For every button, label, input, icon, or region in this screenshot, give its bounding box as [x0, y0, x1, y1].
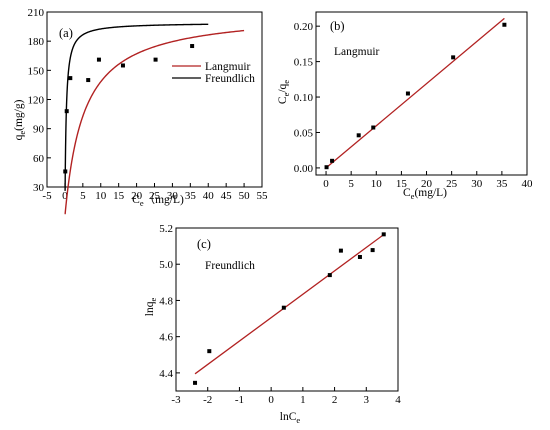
y-tick-label: 4.8: [159, 295, 173, 307]
y-tick-label: 120: [28, 95, 45, 107]
panel-c-frame: [175, 227, 399, 392]
x-tick-label: 0: [268, 394, 274, 406]
x-tick-label: 35: [185, 190, 197, 202]
panel-c-label: (c): [197, 237, 211, 251]
panel-b-ylabel: Ce/qe: [277, 80, 291, 104]
y-tick-label: 0.05: [294, 127, 314, 139]
data-point: [356, 133, 361, 138]
y-tick-label: 4.4: [159, 368, 173, 380]
x-tick-label: 4: [395, 394, 401, 406]
y-tick-label: 30: [33, 182, 45, 194]
data-point: [153, 57, 158, 62]
data-point: [190, 44, 195, 49]
y-tick-label: 5.0: [159, 259, 173, 271]
x-tick-label: -5: [42, 190, 52, 202]
data-point: [193, 380, 198, 385]
x-tick-label: 15: [396, 178, 408, 190]
data-point: [324, 165, 329, 170]
x-tick-label: 0: [62, 190, 68, 202]
x-tick-label: -2: [203, 394, 212, 406]
x-tick-label: 50: [239, 190, 251, 202]
y-tick-label: 90: [33, 124, 45, 136]
data-point: [502, 22, 507, 27]
panel-a-xlabel: Ce（mg/L): [132, 193, 184, 208]
panel-b-plot: 0 5 10 15 20 25 30 35 40 0.00 0.05 0.10 0.15 0.20: [294, 11, 534, 190]
data-point: [371, 125, 376, 130]
y-tick-label: 5.2: [159, 223, 173, 235]
panel-b-label: (b): [330, 19, 345, 33]
x-tick-label: -1: [235, 394, 244, 406]
panel-c-plot: -3 -2 -1 0 1 2 3 4 4.4 4.6 4.8 5.0 5.2: [159, 223, 401, 406]
y-tick-label: 0.10: [294, 92, 314, 104]
panel-a: (a) qe(mg/g) Ce（mg/L) Langmuir Freundlic…: [13, 26, 255, 208]
panel-c-annotation: Freundlich: [205, 260, 255, 272]
fit-line: [325, 17, 505, 169]
x-tick-label: 35: [496, 178, 508, 190]
data-point: [207, 349, 212, 354]
x-tick-label: 40: [203, 190, 215, 202]
x-tick-label: 20: [421, 178, 433, 190]
x-tick-label: 10: [371, 178, 383, 190]
x-tick-label: 3: [364, 394, 370, 406]
data-point: [86, 78, 91, 83]
x-tick-label: 30: [167, 190, 179, 202]
panel-a-legend: Langmuir Freundlich: [172, 61, 255, 85]
y-tick-label: 4.6: [159, 332, 173, 344]
panel-a-ylabel: qe(mg/g): [13, 99, 27, 140]
legend-label-freundlich: Freundlich: [205, 73, 255, 85]
x-tick-label: -3: [171, 394, 181, 406]
data-point: [357, 254, 362, 259]
x-tick-label: 5: [80, 190, 86, 202]
y-tick-label: 210: [28, 7, 45, 19]
data-point: [96, 57, 101, 62]
panel-a-plot: -5 0 5 10 15 20 25 30 35 40 45 50 55 30 60 90 120 150 180 2…: [28, 7, 269, 215]
x-tick-label: 45: [221, 190, 233, 202]
data-point: [120, 63, 125, 68]
x-tick-label: 20: [131, 190, 143, 202]
x-tick-label: 30: [471, 178, 483, 190]
panel-b-xlabel: Ce(mg/L): [403, 187, 447, 201]
y-tick-label: 0.15: [294, 57, 314, 69]
x-tick-label: 15: [113, 190, 125, 202]
data-point: [405, 91, 410, 96]
data-point: [370, 248, 375, 253]
data-point: [281, 305, 286, 310]
x-tick-label: 1: [300, 394, 306, 406]
panel-c: (c) Freundlich lnqe lnCe: [144, 237, 300, 425]
panel-b-annotation: Langmuir: [334, 46, 380, 58]
x-tick-label: 55: [257, 190, 269, 202]
data-point: [63, 169, 68, 174]
y-tick-label: 0.00: [294, 163, 314, 175]
x-tick-label: 5: [348, 178, 354, 190]
y-tick-label: 0.20: [294, 21, 314, 33]
y-tick-label: 150: [28, 65, 45, 77]
data-point: [451, 55, 456, 60]
x-tick-label: 10: [95, 190, 107, 202]
panel-c-xlabel: lnCe: [280, 411, 301, 425]
data-point: [330, 158, 335, 163]
y-tick-label: 60: [33, 153, 45, 165]
data-point: [338, 248, 343, 253]
panel-a-label: (a): [59, 26, 73, 40]
fit-curve-freundlich: [64, 23, 209, 191]
panel-b-frame: [315, 11, 528, 176]
y-tick-label: 180: [28, 36, 45, 48]
panel-b: (b) Langmuir Ce/qe Ce(mg/L): [277, 19, 447, 201]
data-point: [327, 273, 332, 278]
fit-curve-langmuir: [64, 29, 245, 215]
x-tick-label: 40: [522, 178, 534, 190]
x-tick-label: 25: [446, 178, 458, 190]
x-tick-label: 0: [323, 178, 329, 190]
data-point: [381, 232, 386, 237]
legend-label-langmuir: Langmuir: [205, 61, 251, 73]
data-point: [68, 76, 73, 81]
x-tick-label: 25: [149, 190, 161, 202]
x-tick-label: 2: [332, 394, 338, 406]
data-point: [64, 109, 69, 114]
fit-line: [194, 232, 386, 375]
panel-c-ylabel: lnqe: [144, 298, 158, 317]
